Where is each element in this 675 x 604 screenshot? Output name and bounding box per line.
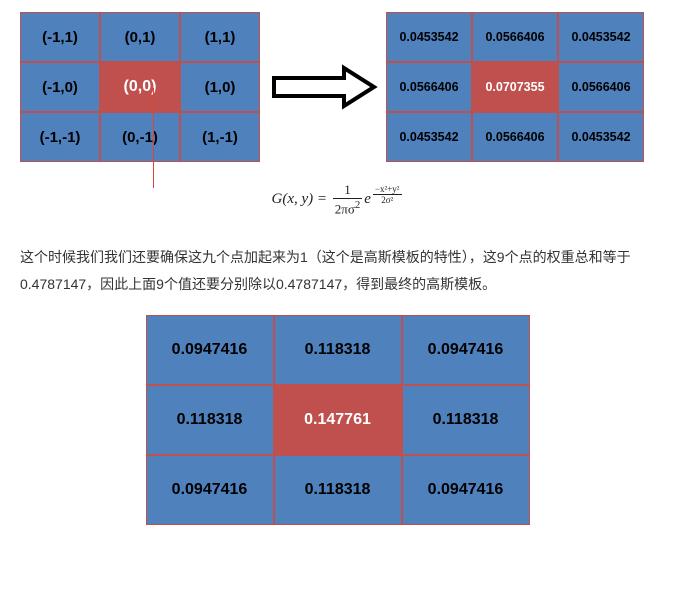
value-cell: 0.0566406: [558, 62, 644, 112]
formula-exponent: −x²+y²2σ²: [371, 189, 404, 200]
formula-lhs: G(x, y) =: [272, 191, 331, 207]
value-cell-center: 0.0707355: [472, 62, 558, 112]
norm-cell: 0.118318: [402, 385, 530, 455]
norm-cell: 0.0947416: [146, 455, 274, 525]
connector-line: [153, 88, 154, 188]
formula-fraction: 1 2πσ2: [333, 182, 363, 217]
exp-den: 2σ²: [373, 195, 402, 205]
value-cell: 0.0453542: [558, 112, 644, 162]
arrow-icon: [268, 62, 378, 112]
frac-num: 1: [333, 182, 363, 199]
normalized-grid-wrap: 0.0947416 0.118318 0.0947416 0.118318 0.…: [20, 315, 655, 525]
exp-num-val: x²+y²: [380, 184, 399, 194]
formula-area: G(x, y) = 1 2πσ2 e−x²+y²2σ²: [20, 168, 655, 220]
value-cell: 0.0566406: [472, 112, 558, 162]
explanation-text: 这个时候我们我们还要确保这九个点加起来为1（这个是高斯模板的特性），这9个点的权…: [20, 244, 655, 297]
top-row: (-1,1) (0,1) (1,1) (-1,0) (0,0) (1,0) (-…: [20, 12, 655, 162]
value-cell: 0.0453542: [386, 112, 472, 162]
coord-cell: (1,0): [180, 62, 260, 112]
frac-den: 2πσ2: [333, 199, 363, 217]
norm-cell: 0.0947416: [402, 455, 530, 525]
norm-cell: 0.0947416: [146, 315, 274, 385]
frac-den-sup: 2: [355, 199, 360, 211]
norm-cell: 0.0947416: [402, 315, 530, 385]
norm-cell-center: 0.147761: [274, 385, 402, 455]
coord-cell: (-1,-1): [20, 112, 100, 162]
norm-cell: 0.118318: [274, 315, 402, 385]
coord-cell: (1,-1): [180, 112, 260, 162]
value-cell: 0.0566406: [386, 62, 472, 112]
coord-cell: (-1,1): [20, 12, 100, 62]
coord-cell-center: (0,0): [100, 62, 180, 112]
coord-cell: (0,-1): [100, 112, 180, 162]
gaussian-formula: G(x, y) = 1 2πσ2 e−x²+y²2σ²: [272, 182, 404, 217]
exp-fraction: −x²+y²2σ²: [373, 184, 402, 205]
normalized-grid: 0.0947416 0.118318 0.0947416 0.118318 0.…: [146, 315, 530, 525]
coord-cell: (0,1): [100, 12, 180, 62]
value-grid: 0.0453542 0.0566406 0.0453542 0.0566406 …: [386, 12, 644, 162]
norm-cell: 0.118318: [274, 455, 402, 525]
frac-den-base: 2πσ: [335, 201, 355, 216]
value-cell: 0.0453542: [386, 12, 472, 62]
value-cell: 0.0453542: [558, 12, 644, 62]
exp-num: −x²+y²: [373, 184, 402, 195]
coord-cell: (1,1): [180, 12, 260, 62]
coord-cell: (-1,0): [20, 62, 100, 112]
coordinate-grid: (-1,1) (0,1) (1,1) (-1,0) (0,0) (1,0) (-…: [20, 12, 260, 162]
value-cell: 0.0566406: [472, 12, 558, 62]
norm-cell: 0.118318: [146, 385, 274, 455]
formula-e: e: [364, 191, 371, 207]
